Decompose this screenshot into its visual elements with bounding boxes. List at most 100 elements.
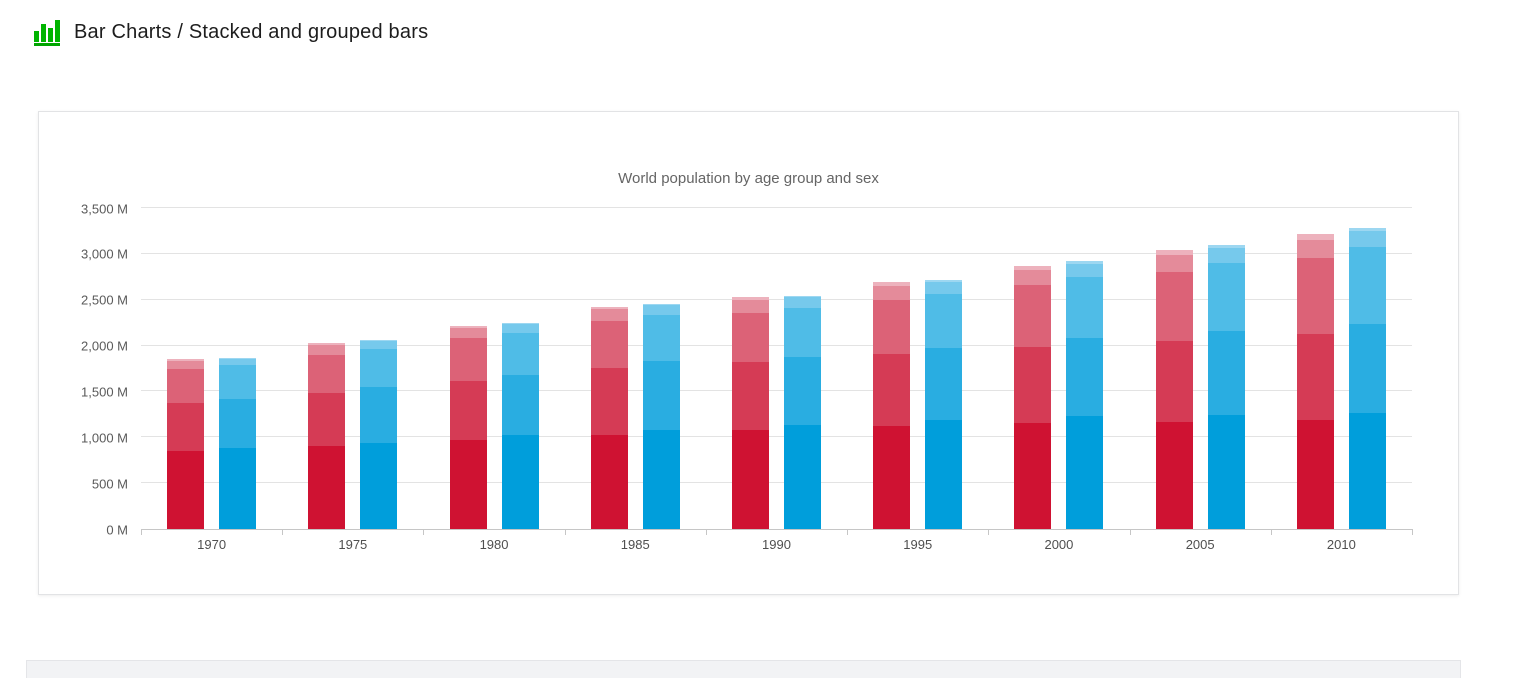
bar-segment-female-40-64[interactable] xyxy=(308,354,346,394)
bar-segment-female-20-39[interactable] xyxy=(167,402,205,451)
bar-segment-female-0-19[interactable] xyxy=(308,445,346,529)
bar-segment-male-80+[interactable] xyxy=(1348,227,1386,232)
bar-segment-female-65-79[interactable] xyxy=(873,285,911,301)
bar-segment-male-65-79[interactable] xyxy=(642,305,680,315)
stacked-bar-female-1990[interactable] xyxy=(731,297,769,529)
bar-segment-female-20-39[interactable] xyxy=(1296,334,1334,421)
bar-segment-female-0-19[interactable] xyxy=(167,450,205,529)
stacked-bar-male-1990[interactable] xyxy=(783,295,821,530)
bar-segment-male-20-39[interactable] xyxy=(1207,330,1245,415)
bar-segment-male-0-19[interactable] xyxy=(501,435,539,529)
bar-segment-male-65-79[interactable] xyxy=(1348,231,1386,247)
bar-segment-male-80+[interactable] xyxy=(219,357,257,359)
bar-segment-female-80+[interactable] xyxy=(731,297,769,301)
bar-segment-male-20-39[interactable] xyxy=(783,356,821,425)
bar-segment-male-80+[interactable] xyxy=(783,295,821,298)
bar-segment-male-40-64[interactable] xyxy=(783,308,821,357)
bar-segment-male-65-79[interactable] xyxy=(925,281,963,295)
bar-segment-female-65-79[interactable] xyxy=(167,360,205,370)
bar-segment-female-40-64[interactable] xyxy=(1155,272,1193,342)
bar-segment-male-80+[interactable] xyxy=(1066,261,1104,264)
bar-segment-male-20-39[interactable] xyxy=(501,374,539,436)
stacked-bar-female-2000[interactable] xyxy=(1014,265,1052,529)
stacked-bar-female-2010[interactable] xyxy=(1296,233,1334,529)
bar-segment-female-80+[interactable] xyxy=(449,325,487,328)
bar-segment-male-80+[interactable] xyxy=(1207,245,1245,249)
bar-segment-male-20-39[interactable] xyxy=(360,386,398,444)
stacked-bar-female-1975[interactable] xyxy=(308,343,346,529)
bar-segment-female-80+[interactable] xyxy=(167,359,205,361)
bar-segment-female-65-79[interactable] xyxy=(308,345,346,355)
bar-segment-female-65-79[interactable] xyxy=(1155,255,1193,273)
bar-segment-female-65-79[interactable] xyxy=(590,309,628,321)
bar-segment-male-40-64[interactable] xyxy=(642,314,680,362)
bar-segment-female-0-19[interactable] xyxy=(873,426,911,529)
bar-segment-male-65-79[interactable] xyxy=(501,324,539,333)
bar-segment-female-0-19[interactable] xyxy=(449,439,487,529)
bar-segment-male-40-64[interactable] xyxy=(1348,246,1386,324)
stacked-bar-male-1980[interactable] xyxy=(501,322,539,529)
bar-segment-female-20-39[interactable] xyxy=(308,393,346,446)
stacked-bar-female-1985[interactable] xyxy=(590,306,628,529)
bar-segment-male-0-19[interactable] xyxy=(360,443,398,529)
bar-segment-male-20-39[interactable] xyxy=(1066,338,1104,416)
bar-segment-female-20-39[interactable] xyxy=(449,381,487,440)
bar-segment-male-80+[interactable] xyxy=(501,322,539,325)
bar-segment-male-20-39[interactable] xyxy=(925,348,963,420)
stacked-bar-male-2005[interactable] xyxy=(1207,245,1245,529)
bar-segment-male-0-19[interactable] xyxy=(1348,413,1386,529)
bar-segment-male-40-64[interactable] xyxy=(360,348,398,387)
bar-segment-male-20-39[interactable] xyxy=(219,398,257,448)
bar-segment-male-0-19[interactable] xyxy=(1207,414,1245,529)
bar-segment-male-40-64[interactable] xyxy=(1066,277,1104,339)
bar-segment-male-65-79[interactable] xyxy=(219,358,257,366)
bar-segment-male-0-19[interactable] xyxy=(219,447,257,529)
bar-segment-male-0-19[interactable] xyxy=(642,429,680,529)
bar-segment-male-20-39[interactable] xyxy=(642,361,680,430)
bar-segment-male-40-64[interactable] xyxy=(219,365,257,399)
bar-segment-female-0-19[interactable] xyxy=(1155,421,1193,529)
bar-segment-female-40-64[interactable] xyxy=(731,313,769,362)
bar-segment-female-0-19[interactable] xyxy=(590,434,628,529)
bar-segment-male-40-64[interactable] xyxy=(925,294,963,349)
bar-segment-female-40-64[interactable] xyxy=(449,338,487,382)
bar-segment-female-80+[interactable] xyxy=(590,306,628,310)
bar-segment-female-65-79[interactable] xyxy=(1014,269,1052,286)
bar-segment-female-20-39[interactable] xyxy=(590,368,628,435)
bar-segment-male-80+[interactable] xyxy=(642,303,680,306)
bar-segment-female-40-64[interactable] xyxy=(1296,257,1334,335)
bar-segment-male-40-64[interactable] xyxy=(501,332,539,375)
bar-segment-female-20-39[interactable] xyxy=(1014,346,1052,423)
bar-segment-female-20-39[interactable] xyxy=(873,353,911,427)
stacked-bar-female-2005[interactable] xyxy=(1155,250,1193,529)
bar-segment-male-80+[interactable] xyxy=(360,340,398,342)
stacked-bar-male-2000[interactable] xyxy=(1066,261,1104,529)
stacked-bar-female-1995[interactable] xyxy=(873,282,911,529)
bar-segment-female-80+[interactable] xyxy=(1014,265,1052,270)
stacked-bar-female-1980[interactable] xyxy=(449,325,487,529)
bar-segment-female-80+[interactable] xyxy=(873,282,911,286)
bar-segment-male-0-19[interactable] xyxy=(925,419,963,529)
bar-segment-female-0-19[interactable] xyxy=(731,429,769,529)
bar-segment-male-80+[interactable] xyxy=(925,279,963,282)
stacked-bar-male-1985[interactable] xyxy=(642,303,680,529)
bar-segment-female-40-64[interactable] xyxy=(1014,285,1052,347)
bar-segment-male-65-79[interactable] xyxy=(783,297,821,309)
stacked-bar-male-2010[interactable] xyxy=(1348,227,1386,529)
bar-segment-male-40-64[interactable] xyxy=(1207,262,1245,331)
bar-segment-female-40-64[interactable] xyxy=(167,369,205,403)
bar-segment-female-65-79[interactable] xyxy=(1296,240,1334,258)
bar-segment-female-80+[interactable] xyxy=(1155,250,1193,256)
stacked-bar-male-1995[interactable] xyxy=(925,279,963,529)
bar-segment-male-0-19[interactable] xyxy=(1066,415,1104,529)
bar-segment-female-80+[interactable] xyxy=(1296,233,1334,241)
stacked-bar-male-1970[interactable] xyxy=(219,357,257,529)
bar-segment-female-0-19[interactable] xyxy=(1014,422,1052,529)
bar-segment-male-65-79[interactable] xyxy=(1066,263,1104,278)
stacked-bar-female-1970[interactable] xyxy=(167,359,205,529)
bar-segment-female-65-79[interactable] xyxy=(731,300,769,314)
bar-segment-male-20-39[interactable] xyxy=(1348,324,1386,414)
bar-segment-male-65-79[interactable] xyxy=(1207,248,1245,263)
bar-segment-female-40-64[interactable] xyxy=(873,300,911,354)
bar-segment-female-20-39[interactable] xyxy=(1155,341,1193,422)
